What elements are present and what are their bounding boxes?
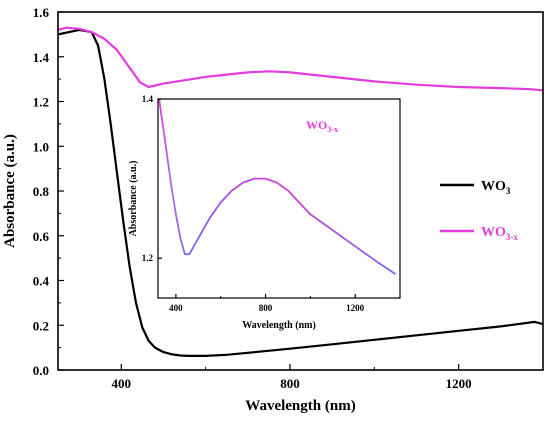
legend-label-wo3: WO3 — [481, 179, 511, 196]
legend: WO3 WO3-x — [440, 179, 518, 242]
main-y-axis-title: Absorbance (a.u.) — [2, 134, 18, 248]
main-ytick-label-3: 0.6 — [33, 229, 50, 244]
main-ytick-label-7: 1.4 — [33, 50, 50, 65]
main-series-1-line — [58, 26, 543, 92]
inset-xtick-label-0: 400 — [169, 303, 183, 313]
main-xtick-label-0: 400 — [112, 376, 132, 391]
inset-x-axis-title: Wavelength (nm) — [242, 320, 316, 331]
main-ytick-label-5: 1.0 — [33, 139, 49, 154]
inset-series-label: WO3-x — [306, 118, 338, 134]
inset-plot: 400 800 1200 1.2 1.4 Wavelength (nm) Absorbanc… — [128, 94, 401, 331]
inset-ytick-label-1: 1.4 — [142, 94, 154, 104]
main-xtick-label-2: 1200 — [446, 376, 472, 391]
inset-xtick-label-2: 1200 — [346, 303, 365, 313]
main-ytick-label-4: 0.8 — [33, 184, 50, 199]
inset-xtick-label-1: 800 — [259, 303, 273, 313]
main-x-axis-title: Wavelength (nm) — [245, 398, 355, 414]
main-plot: 400 800 1200 0.0 0.2 0.4 0.6 0.8 1.0 1.2 1.4 1.6 Wav… — [2, 5, 544, 414]
main-ytick-label-0: 0.0 — [33, 363, 49, 378]
legend-label-wo3x: WO3-x — [481, 225, 518, 242]
inset-ytick-label-0: 1.2 — [142, 253, 154, 263]
main-series-0-line — [58, 28, 543, 357]
main-ytick-label-1: 0.2 — [33, 318, 49, 333]
main-ytick-label-2: 0.4 — [33, 274, 50, 289]
main-ytick-label-6: 1.2 — [33, 95, 49, 110]
inset-y-axis-title: Absorbance (a.u.) — [128, 161, 139, 237]
inset-frame — [157, 98, 401, 299]
main-xtick-label-1: 800 — [280, 376, 300, 391]
main-ytick-label-8: 1.6 — [33, 5, 50, 20]
inset-series-0-line — [158, 99, 396, 275]
